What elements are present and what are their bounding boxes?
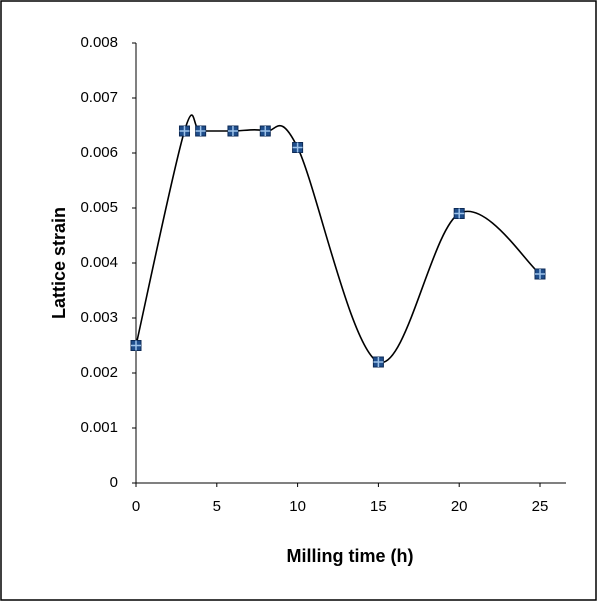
marker-cross	[131, 340, 141, 351]
x-tick-label: 10	[289, 498, 306, 515]
y-tick-label: 0.003	[80, 309, 118, 326]
marker-cross	[292, 142, 303, 153]
x-tick-label: 25	[532, 498, 549, 515]
x-axis-title: Milling time (h)	[287, 546, 414, 566]
marker-cross	[260, 126, 271, 136]
marker-cross	[535, 269, 545, 279]
y-tick-label: 0.007	[80, 89, 118, 106]
y-tick-label: 0	[110, 474, 118, 491]
y-tick-label: 0.005	[80, 199, 118, 216]
x-tick-label: 15	[370, 498, 387, 515]
x-tick-label: 5	[213, 498, 221, 515]
x-tick-label: 20	[451, 498, 468, 515]
marker-cross	[227, 126, 238, 136]
y-tick-label: 0.004	[80, 254, 118, 271]
marker-cross	[179, 126, 190, 136]
marker-cross	[195, 126, 206, 136]
y-tick-label: 0.002	[80, 364, 118, 381]
marker-cross	[373, 357, 384, 367]
y-axis-title: Lattice strain	[49, 207, 69, 319]
y-tick-label: 0.001	[80, 419, 118, 436]
marker-cross	[454, 208, 465, 219]
y-tick-label: 0.008	[80, 34, 118, 51]
x-tick-label: 0	[132, 498, 140, 515]
y-tick-label: 0.006	[80, 144, 118, 161]
